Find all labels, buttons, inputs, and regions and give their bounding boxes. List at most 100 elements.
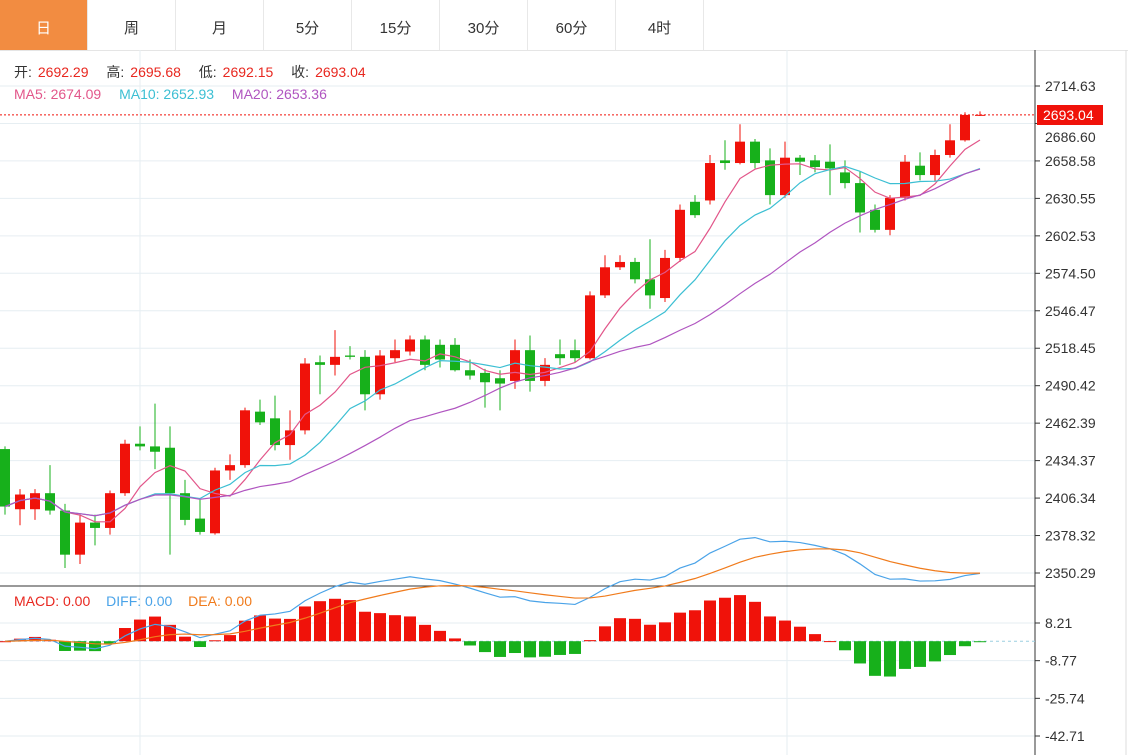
macd-bar xyxy=(434,630,446,642)
macd-bar xyxy=(119,628,131,642)
macd-tick-label: -42.71 xyxy=(1045,728,1085,744)
candle-body xyxy=(600,267,610,296)
candle-body xyxy=(135,443,145,447)
ma10-value: MA10: 2652.93 xyxy=(119,86,215,102)
candle-body xyxy=(390,350,400,359)
candle-body xyxy=(435,344,445,360)
candle-body xyxy=(705,163,715,201)
candle-body xyxy=(690,201,700,216)
diff-value: DIFF: 0.00 xyxy=(106,593,173,609)
candle-body xyxy=(975,114,985,116)
candle-body xyxy=(900,161,910,198)
candle-body xyxy=(0,449,10,507)
macd-bar xyxy=(209,640,221,642)
candle-body xyxy=(555,354,565,359)
candle-body xyxy=(165,447,175,494)
macd-bar xyxy=(374,613,386,642)
candle-body xyxy=(735,141,745,164)
candle-body xyxy=(315,362,325,365)
candle-body xyxy=(780,157,790,196)
price-tick-label: 2602.53 xyxy=(1045,228,1096,244)
candle-body xyxy=(510,350,520,381)
candle-body xyxy=(405,339,415,352)
candlestick-chart[interactable]: 2714.63 2686.60 2658.58 2630.55 2602.53 2574.… xyxy=(0,50,1134,755)
macd-bar xyxy=(134,619,146,642)
candle-body xyxy=(750,141,760,164)
open-value: 2692.29 xyxy=(37,64,89,80)
tab-4[interactable]: 15分 xyxy=(352,0,440,50)
price-tick-label: 2658.58 xyxy=(1045,153,1096,169)
macd-bar xyxy=(689,610,701,642)
price-tick-label: 2518.45 xyxy=(1045,340,1096,356)
dea-line xyxy=(4,548,981,645)
candle-body xyxy=(375,355,385,395)
price-tick-label: 2350.29 xyxy=(1045,565,1096,581)
tab-5[interactable]: 30分 xyxy=(440,0,528,50)
candle-body xyxy=(765,160,775,196)
macd-tick-label: 8.21 xyxy=(1045,615,1072,631)
tab-2[interactable]: 月 xyxy=(176,0,264,50)
macd-bar xyxy=(599,626,611,642)
ma20-value: MA20: 2653.36 xyxy=(231,86,327,102)
candle-body xyxy=(675,209,685,258)
close-value: 2693.04 xyxy=(315,64,366,80)
candle-body xyxy=(225,465,235,471)
candle-body xyxy=(585,295,595,359)
macd-bar xyxy=(494,641,506,657)
macd-bar xyxy=(824,641,836,643)
current-price-tag: 2693.04 xyxy=(1037,104,1103,125)
macd-bar xyxy=(179,636,191,642)
tab-7[interactable]: 4时 xyxy=(616,0,704,50)
macd-bar xyxy=(929,641,941,662)
macd-bar xyxy=(914,641,926,667)
candle-body xyxy=(360,356,370,395)
candle-body xyxy=(945,140,955,156)
low-label: 低: xyxy=(198,64,217,80)
ohlc-legend: 开: 2692.29 高: 2695.68 低: 2692.15 收: 2693.04 xyxy=(14,62,372,82)
macd-bar xyxy=(524,641,536,658)
tab-3[interactable]: 5分 xyxy=(264,0,352,50)
macd-bar xyxy=(509,641,521,654)
price-tick-label: 2546.47 xyxy=(1045,303,1096,319)
candle-body xyxy=(270,418,280,446)
ma-legend: MA5: 2674.09 MA10: 2652.93 MA20: 2653.36 xyxy=(14,86,333,102)
macd-bar xyxy=(884,641,896,677)
macd-tick-label: -8.77 xyxy=(1045,653,1077,669)
diff-line xyxy=(4,536,981,650)
candle-body xyxy=(240,410,250,466)
candle-body xyxy=(195,518,205,532)
macd-bar xyxy=(869,641,881,676)
macd-bar xyxy=(809,634,821,642)
ma20-line xyxy=(4,168,981,517)
candle-body xyxy=(180,493,190,520)
tab-6[interactable]: 60分 xyxy=(528,0,616,50)
price-tick-label: 2406.34 xyxy=(1045,490,1096,506)
macd-bar xyxy=(569,641,581,654)
macd-bar xyxy=(779,620,791,642)
candle-body xyxy=(345,355,355,357)
high-label: 高: xyxy=(106,64,125,80)
open-label: 开: xyxy=(14,64,32,80)
tab-0[interactable]: 日 xyxy=(0,0,88,50)
candle-body xyxy=(795,157,805,162)
candle-body xyxy=(105,493,115,528)
candle-body xyxy=(210,470,220,534)
candle-body xyxy=(465,370,475,376)
macd-bar xyxy=(974,641,986,643)
macd-bar xyxy=(74,641,86,651)
dea-value: DEA: 0.00 xyxy=(188,593,252,609)
candle-body xyxy=(615,261,625,268)
candle-body xyxy=(495,378,505,384)
macd-bar xyxy=(539,641,551,657)
candle-body xyxy=(720,160,730,164)
macd-bar xyxy=(164,624,176,642)
period-tabs: 日周月 5分 15分 30分 60分 4时 xyxy=(0,0,1128,51)
macd-bar xyxy=(734,595,746,642)
candle-body xyxy=(15,494,25,510)
macd-bar xyxy=(344,600,356,642)
macd-bar xyxy=(794,626,806,642)
macd-bar xyxy=(899,641,911,669)
candle-body xyxy=(930,155,940,176)
tab-1[interactable]: 周 xyxy=(88,0,176,50)
candle-body xyxy=(630,261,640,280)
